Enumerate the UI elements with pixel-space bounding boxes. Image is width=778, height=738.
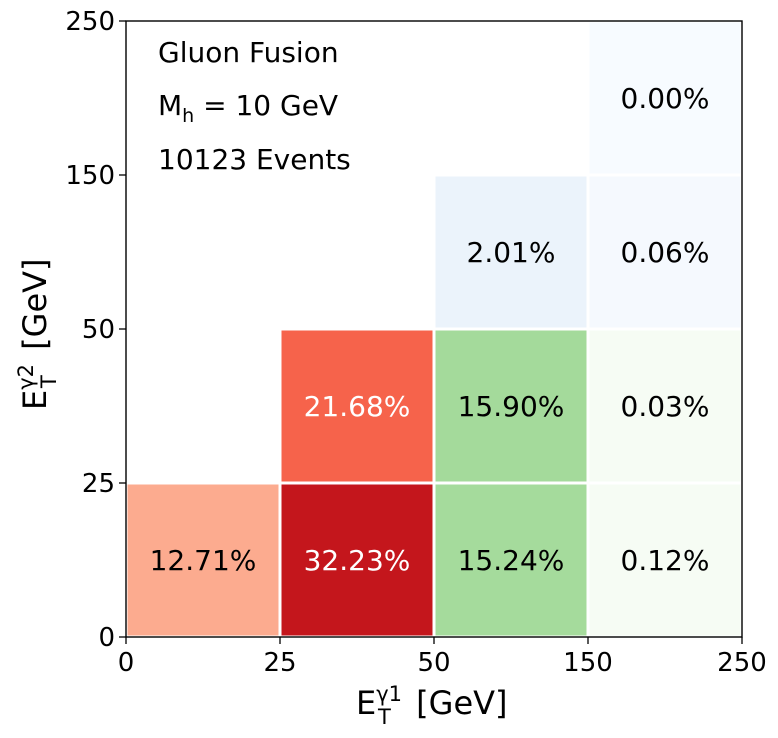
heatmap-cell	[589, 176, 741, 328]
cell-label: 0.06%	[621, 236, 710, 269]
y-axis-title-sup: γ2	[14, 364, 38, 390]
ticks-layer: 0 25 50 150 250 0 25 50 150 250	[65, 7, 766, 678]
annotation-mass-rest: = 10 GeV	[194, 89, 338, 122]
y-tick-label: 250	[65, 7, 115, 37]
x-tick-label: 250	[717, 648, 767, 678]
y-axis-title-sub: T	[37, 375, 61, 389]
heatmap-cell	[435, 330, 587, 482]
x-tick-label: 25	[263, 648, 296, 678]
x-tick-label: 50	[417, 648, 450, 678]
cell-label: 15.90%	[458, 390, 565, 423]
heatmap-cell	[589, 484, 741, 636]
annotation-mass: Mh = 10 GeV	[158, 89, 338, 127]
annotation-mass-sub: h	[182, 105, 194, 127]
cell-label: 0.03%	[621, 390, 710, 423]
y-axis-title-group: Eγ2T [GeV]	[14, 258, 61, 410]
x-axis-title-sup: γ1	[376, 682, 402, 706]
annotation-process: Gluon Fusion	[158, 36, 339, 69]
y-tick-label: 150	[65, 161, 115, 191]
y-tick-label: 25	[82, 469, 115, 499]
x-axis-title-unit: [GeV]	[406, 684, 508, 722]
y-axis-title: Eγ2T [GeV]	[14, 258, 61, 410]
annotation-mass-base: M	[158, 89, 182, 122]
cell-label: 0.12%	[621, 544, 710, 577]
x-axis-title-sub: T	[377, 705, 391, 729]
y-tick-label: 50	[82, 315, 115, 345]
cell-label: 12.71%	[150, 544, 257, 577]
y-tick-label: 0	[98, 623, 115, 653]
heatmap-cell	[435, 484, 587, 636]
x-tick-label: 0	[118, 648, 135, 678]
heatmap-cell	[281, 330, 433, 482]
cells-layer: 12.71% 32.23% 15.24% 0.12% 21.68% 15.90% 0.03%…	[127, 22, 741, 636]
x-axis-title-base: E	[356, 684, 376, 722]
heatmap-cell	[589, 22, 741, 174]
x-tick-label: 150	[563, 648, 613, 678]
cell-label: 21.68%	[304, 390, 411, 423]
heatmap-cell	[281, 484, 433, 636]
heatmap-cell	[589, 330, 741, 482]
cell-label: 32.23%	[304, 544, 411, 577]
y-axis-title-base: E	[16, 390, 54, 410]
annotation-events: 10123 Events	[158, 143, 351, 176]
cell-label: 15.24%	[458, 544, 565, 577]
cell-label: 2.01%	[467, 236, 556, 269]
heatmap-cell	[435, 176, 587, 328]
x-axis-title: Eγ1 T [GeV]	[356, 682, 508, 729]
heatmap-cell	[127, 484, 279, 636]
y-axis-title-unit: [GeV]	[16, 258, 54, 360]
cell-label: 0.00%	[621, 82, 710, 115]
